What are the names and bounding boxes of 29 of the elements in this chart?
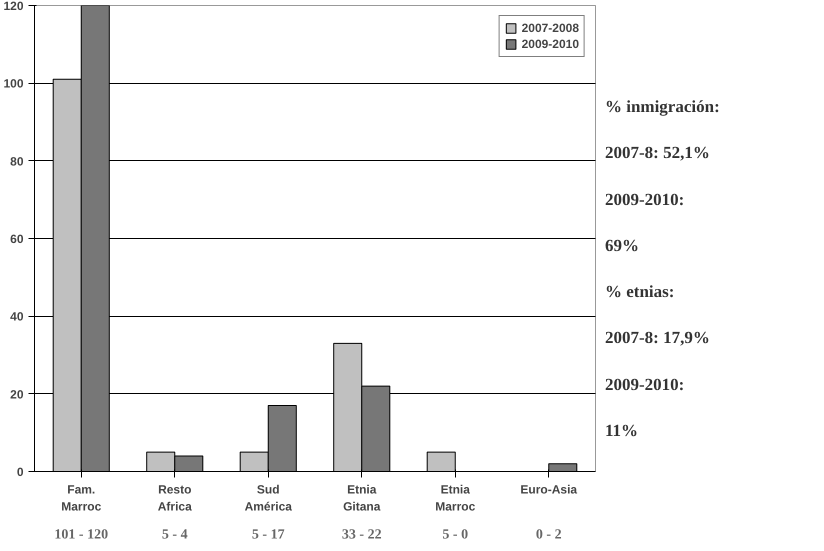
legend-label: 2009-2010 — [522, 37, 579, 51]
text: 5 - 0 — [442, 528, 468, 542]
text: 2009-2010: — [605, 188, 686, 211]
text: % inmigración: — [605, 96, 720, 118]
y-tick-label: 60 — [10, 232, 24, 246]
x-tick-label: Euro-Asia — [520, 482, 578, 496]
text: 11% — [605, 420, 640, 442]
x-tick-label: Sud América — [244, 482, 292, 514]
y-tick-label: 100 — [3, 76, 24, 91]
y-tick-label: 80 — [10, 154, 24, 168]
x-tick-label: Etnia Gitana — [343, 482, 381, 514]
text: 2007-8: 17,9% — [605, 327, 711, 350]
text: % etnias: — [605, 281, 676, 304]
y-tick-label: 20 — [10, 387, 24, 402]
y-tick-label: 120 — [3, 0, 24, 13]
text: 2009-2010: — [605, 374, 686, 396]
text: 5 - 4 — [162, 528, 188, 542]
text: 0 - 2 — [536, 528, 562, 542]
text: 2007-8: 52,1% — [605, 142, 711, 164]
x-tick-label: Resto Africa — [158, 482, 192, 514]
text: 33 - 22 — [342, 528, 382, 542]
x-tick-label: Fam. Marroc — [61, 482, 102, 514]
text: 69% — [605, 234, 640, 257]
y-tick-label: 40 — [10, 310, 24, 324]
legend-label: 2007-2008 — [522, 21, 579, 35]
text: 5 - 17 — [252, 528, 285, 542]
text: 101 - 120 — [54, 528, 108, 542]
y-tick-label: 0 — [16, 465, 24, 479]
x-tick-label: Etnia Marroc — [435, 482, 476, 514]
